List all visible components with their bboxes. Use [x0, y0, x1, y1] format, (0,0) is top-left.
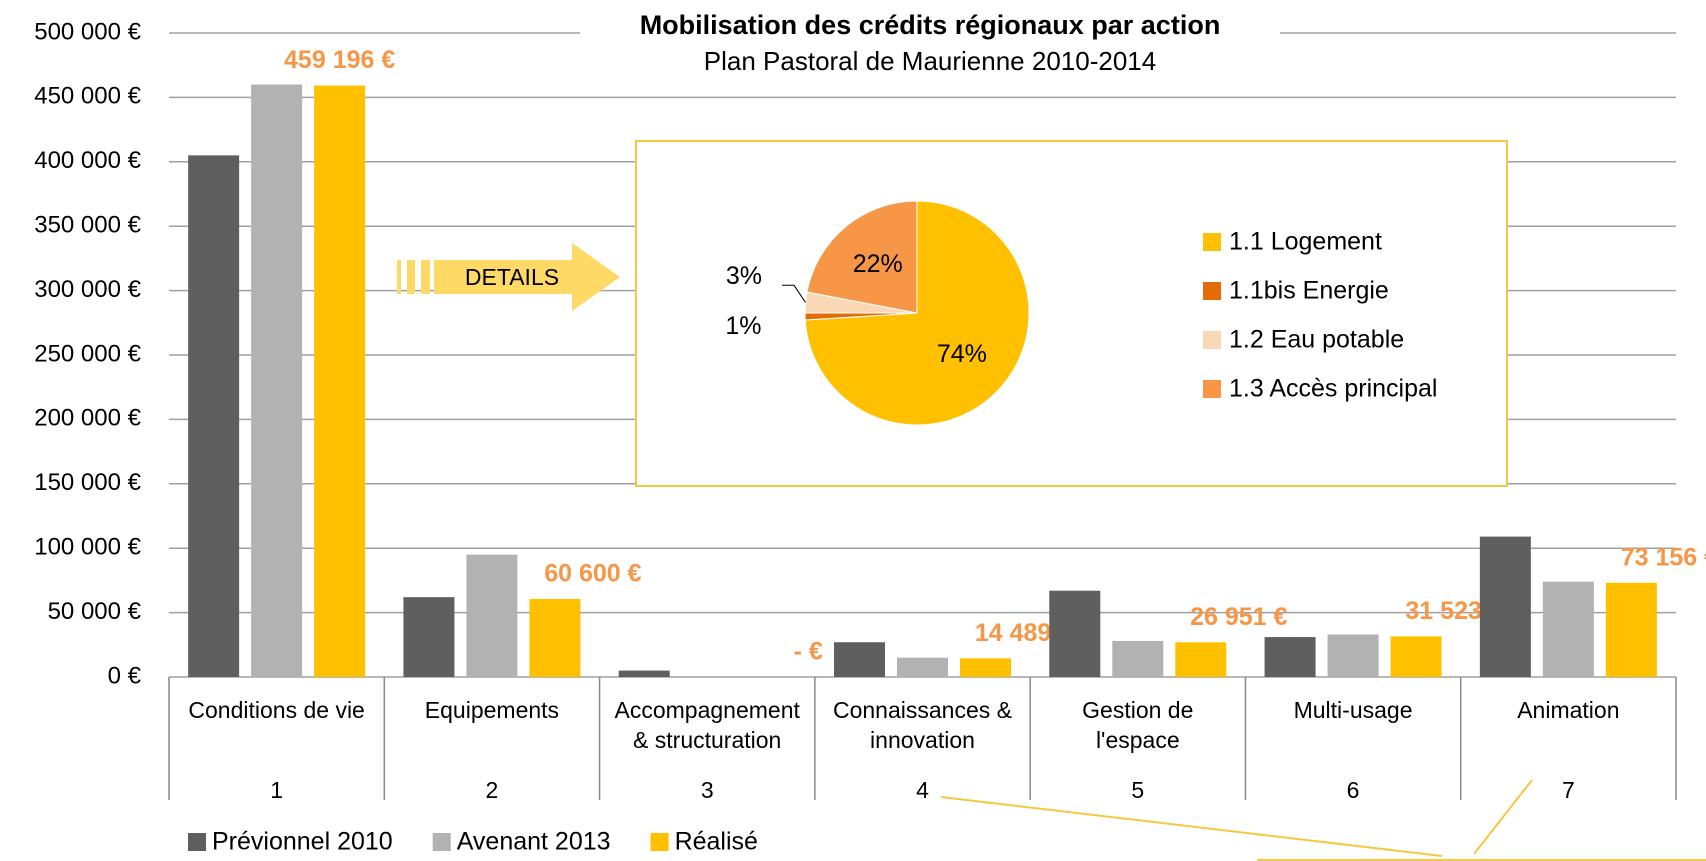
y-tick-label: 250 000 €: [34, 340, 141, 367]
bar: [1112, 640, 1164, 677]
x-tick-number: 1: [270, 777, 283, 803]
bar: [1264, 637, 1316, 677]
x-tick-label: Connaissances & innovation: [832, 697, 1012, 753]
bar: [1390, 636, 1442, 677]
x-tick-label-box: Multi-usage: [1293, 697, 1413, 723]
legend-swatch: [1203, 380, 1221, 398]
chart-title: Mobilisation des crédits régionaux par a…: [640, 10, 1221, 40]
bar: [1049, 590, 1101, 677]
bar: [1327, 634, 1379, 677]
bar: [1542, 581, 1594, 677]
bar: [466, 554, 518, 677]
y-tick-label: 50 000 €: [48, 598, 142, 625]
x-tick-label-box: Animation: [1517, 697, 1620, 723]
pie-label: 74%: [937, 340, 987, 368]
y-tick-label: 300 000 €: [34, 276, 141, 303]
value-label: 26 951 €: [1190, 603, 1287, 631]
inset-box: [635, 140, 1508, 487]
x-tick-number: 3: [701, 777, 714, 803]
legend-swatch: [1203, 233, 1221, 251]
x-tick-label-box: Equipements: [424, 697, 560, 723]
x-tick-label-box: Connaissances & innovation: [832, 697, 1012, 753]
x-tick-label: Gestion de l'espace: [1082, 697, 1194, 753]
title-background: [580, 8, 1280, 86]
bar: [529, 598, 581, 677]
bar: [314, 85, 366, 678]
pie-label: 3%: [726, 262, 762, 290]
details-arrow: DETAILS: [397, 243, 620, 311]
bar: [1605, 582, 1657, 677]
value-label: 73 156 €: [1621, 543, 1706, 571]
pie-label: 1%: [725, 312, 761, 340]
legend-label: 1.1 Logement: [1229, 228, 1382, 256]
x-tick-label-box: Gestion de l'espace: [1082, 697, 1194, 753]
bar: [960, 658, 1011, 677]
value-label: - €: [794, 638, 823, 666]
bar: [1175, 642, 1227, 677]
legend-swatch: [188, 833, 206, 851]
y-tick-label: 450 000 €: [34, 83, 141, 110]
legend-swatch: [650, 833, 669, 851]
bar: [1479, 536, 1531, 677]
legend-label: Prévionnel 2010: [212, 828, 393, 856]
x-tick-label: Conditions de vie: [188, 697, 365, 723]
x-tick-number: 5: [1131, 777, 1144, 803]
legend-swatch: [432, 833, 451, 851]
legend-label: 1.3 Accès principal: [1229, 375, 1437, 403]
y-tick-label: 150 000 €: [34, 469, 141, 496]
x-tick-label-box: Accompagnement & structuration: [614, 697, 800, 753]
x-tick-number: 6: [1347, 777, 1360, 803]
annotation: DETAILS: [465, 264, 559, 290]
y-tick-label: 500 000 €: [34, 18, 141, 45]
legend-swatch: [1203, 282, 1221, 300]
bar: [834, 642, 885, 677]
leader-line: [782, 284, 806, 303]
decor-lines: [940, 779, 1706, 861]
x-tick-number: 7: [1562, 777, 1575, 803]
bar: [251, 84, 303, 677]
y-tick-label: 0 €: [108, 662, 142, 689]
legend-label: Réalisé: [675, 828, 758, 856]
pie-label: 22%: [853, 250, 903, 278]
y-tick-label: 100 000 €: [34, 534, 141, 561]
pie-slice: [806, 200, 918, 314]
legend-label: 1.2 Eau potable: [1229, 326, 1404, 354]
legend-label: 1.1bis Energie: [1229, 277, 1389, 305]
x-tick-number: 2: [486, 777, 499, 803]
legend-label: Avenant 2013: [457, 828, 611, 856]
y-tick-label: 400 000 €: [34, 147, 141, 174]
x-tick-label: Equipements: [424, 697, 560, 723]
x-tick-label: Accompagnement & structuration: [614, 697, 800, 753]
bar: [897, 657, 948, 677]
x-tick-label: Multi-usage: [1293, 697, 1413, 723]
y-tick-label: 200 000 €: [34, 405, 141, 432]
chart-subtitle: Plan Pastoral de Maurienne 2010-2014: [704, 46, 1156, 76]
bar: [403, 597, 455, 677]
legend-swatch: [1203, 331, 1221, 349]
y-tick-label: 350 000 €: [34, 212, 141, 239]
bar: [188, 155, 240, 678]
value-label: 459 196 €: [284, 46, 395, 74]
x-tick-number: 4: [916, 777, 929, 803]
value-label: 60 600 €: [544, 560, 641, 588]
x-tick-label-box: Conditions de vie: [188, 697, 365, 723]
bar: [618, 670, 670, 677]
x-tick-label: Animation: [1517, 697, 1620, 723]
